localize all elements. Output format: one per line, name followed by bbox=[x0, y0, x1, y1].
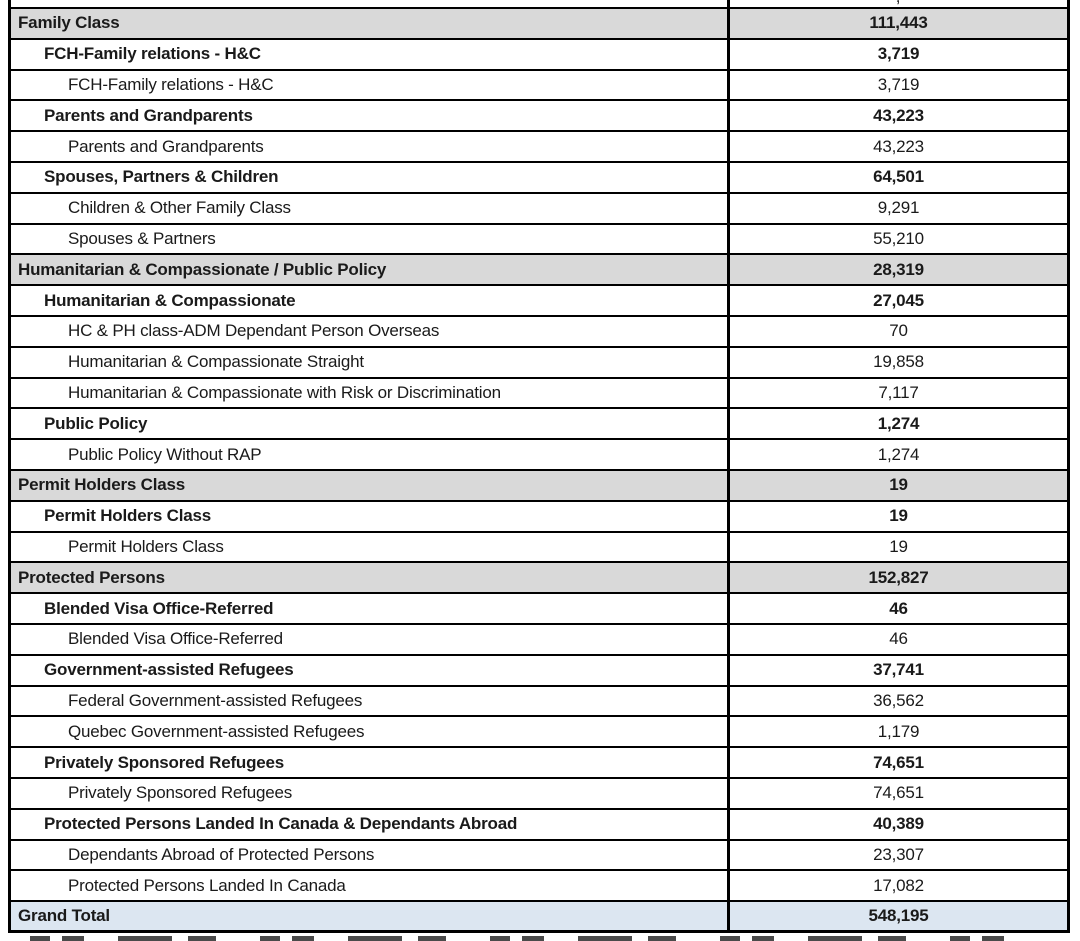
table-row: Spouses, Partners & Children 64,501 bbox=[11, 162, 1067, 194]
table-row: Privately Sponsored Refugees 74,651 bbox=[11, 748, 1067, 779]
category-cell: Permit Holders Class bbox=[68, 536, 224, 556]
category-cell: FCH-Family relations - H&C bbox=[44, 44, 261, 64]
table-row: Children & Other Family Class 9,291 bbox=[11, 193, 1067, 225]
clipped-category-cell bbox=[11, 0, 727, 7]
count-cell: 1,179 bbox=[727, 717, 1067, 747]
category-cell: Protected Persons bbox=[18, 567, 165, 587]
table-row: Public Policy Without RAP 1,274 bbox=[11, 440, 1067, 471]
table-row: Quebec Government-assisted Refugees 1,179 bbox=[11, 717, 1067, 749]
table-row: Permit Holders Class 19 bbox=[11, 501, 1067, 533]
category-cell: Protected Persons Landed In Canada bbox=[68, 875, 346, 895]
category-cell: Privately Sponsored Refugees bbox=[68, 783, 293, 803]
category-cell: Public Policy bbox=[44, 413, 148, 433]
count-cell: 37,741 bbox=[727, 655, 1067, 685]
count-cell: 111,443 bbox=[727, 9, 1067, 38]
count-cell: 70 bbox=[727, 316, 1067, 346]
category-cell: Children & Other Family Class bbox=[68, 198, 291, 218]
count-cell: 19 bbox=[727, 532, 1067, 562]
category-cell: Family Class bbox=[18, 13, 120, 33]
table-row: Blended Visa Office-Referred 46 bbox=[11, 594, 1067, 625]
count-cell: 152,827 bbox=[727, 563, 1067, 593]
count-cell: 74,651 bbox=[727, 748, 1067, 777]
category-cell: Humanitarian & Compassionate Straight bbox=[68, 352, 364, 372]
category-cell: Permit Holders Class bbox=[44, 506, 212, 526]
category-cell: Humanitarian & Compassionate / Public Po… bbox=[18, 259, 387, 279]
table-row: Humanitarian & Compassionate 27,045 bbox=[11, 286, 1067, 317]
table-row: Blended Visa Office-Referred 46 bbox=[11, 624, 1067, 656]
clipped-top-row: , bbox=[11, 0, 1067, 9]
category-table-body: Family Class 111,443 FCH-Family relations … bbox=[11, 9, 1067, 933]
category-cell: Protected Persons Landed In Canada & Dep… bbox=[44, 814, 518, 834]
table-row: FCH-Family relations - H&C 3,719 bbox=[11, 39, 1067, 71]
table-row: Federal Government-assisted Refugees 36,5… bbox=[11, 686, 1067, 718]
category-cell: Blended Visa Office-Referred bbox=[68, 629, 283, 649]
table-row: Permit Holders Class 19 bbox=[11, 532, 1067, 564]
table-row: Public Policy 1,274 bbox=[11, 409, 1067, 441]
count-cell: 46 bbox=[727, 624, 1067, 654]
category-cell: Blended Visa Office-Referred bbox=[44, 598, 274, 618]
count-cell: 43,223 bbox=[727, 101, 1067, 131]
count-cell: 40,389 bbox=[727, 809, 1067, 839]
category-cell: Dependants Abroad of Protected Persons bbox=[68, 844, 375, 864]
table-row: Government-assisted Refugees 37,741 bbox=[11, 655, 1067, 687]
count-cell: 46 bbox=[727, 594, 1067, 623]
count-cell: 27,045 bbox=[727, 286, 1067, 315]
category-cell: Spouses & Partners bbox=[68, 228, 216, 248]
table-row: Permit Holders Class 19 bbox=[11, 470, 1067, 502]
category-cell: Permit Holders Class bbox=[18, 475, 186, 495]
count-cell: 9,291 bbox=[727, 193, 1067, 223]
table-row: Protected Persons Landed In Canada 17,082 bbox=[11, 871, 1067, 903]
category-cell: FCH-Family relations - H&C bbox=[68, 74, 274, 94]
category-cell: Spouses, Partners & Children bbox=[44, 167, 279, 187]
count-cell: 1,274 bbox=[727, 440, 1067, 469]
count-cell: 7,117 bbox=[727, 378, 1067, 408]
table-row: Humanitarian & Compassionate Straight 19,… bbox=[11, 347, 1067, 379]
clipped-number-fragment: , bbox=[896, 0, 901, 7]
table-row: Protected Persons Landed In Canada & Dep… bbox=[11, 809, 1067, 841]
table-row: Protected Persons 152,827 bbox=[11, 563, 1067, 595]
count-cell: 23,307 bbox=[727, 840, 1067, 870]
count-cell: 548,195 bbox=[727, 902, 1067, 930]
count-cell: 1,274 bbox=[727, 409, 1067, 439]
clipped-footnote-text bbox=[30, 936, 1010, 941]
table-row: Humanitarian & Compassionate with Risk o… bbox=[11, 378, 1067, 410]
table-row: Parents and Grandparents 43,223 bbox=[11, 132, 1067, 163]
category-cell: Federal Government-assisted Refugees bbox=[68, 690, 363, 710]
category-cell: Government-assisted Refugees bbox=[44, 660, 294, 680]
count-cell: 64,501 bbox=[727, 162, 1067, 192]
count-cell: 19,858 bbox=[727, 347, 1067, 377]
category-cell: Parents and Grandparents bbox=[68, 136, 264, 156]
table-row: HC & PH class-ADM Dependant Person Overs… bbox=[11, 316, 1067, 348]
count-cell: 74,651 bbox=[727, 778, 1067, 808]
clipped-count-cell: , bbox=[727, 0, 1067, 7]
table-row: Humanitarian & Compassionate / Public Po… bbox=[11, 255, 1067, 287]
category-cell: Quebec Government-assisted Refugees bbox=[68, 721, 365, 741]
table-row: Parents and Grandparents 43,223 bbox=[11, 101, 1067, 133]
table-row: Spouses & Partners 55,210 bbox=[11, 224, 1067, 256]
table-row: Privately Sponsored Refugees 74,651 bbox=[11, 778, 1067, 810]
count-cell: 19 bbox=[727, 470, 1067, 500]
count-cell: 17,082 bbox=[727, 871, 1067, 901]
count-cell: 55,210 bbox=[727, 224, 1067, 254]
table-row: FCH-Family relations - H&C 3,719 bbox=[11, 70, 1067, 102]
category-cell: Parents and Grandparents bbox=[44, 105, 253, 125]
count-cell: 3,719 bbox=[727, 70, 1067, 100]
category-cell: Privately Sponsored Refugees bbox=[44, 752, 285, 772]
count-cell: 19 bbox=[727, 501, 1067, 531]
category-cell: Public Policy Without RAP bbox=[68, 444, 262, 464]
table-row: Grand Total 548,195 bbox=[11, 902, 1067, 933]
table-row: Dependants Abroad of Protected Persons 23… bbox=[11, 840, 1067, 872]
count-cell: 3,719 bbox=[727, 39, 1067, 69]
category-cell: Grand Total bbox=[18, 906, 110, 925]
category-cell: HC & PH class-ADM Dependant Person Overs… bbox=[68, 321, 440, 341]
table-row: Family Class 111,443 bbox=[11, 9, 1067, 40]
count-cell: 36,562 bbox=[727, 686, 1067, 716]
count-cell: 28,319 bbox=[727, 255, 1067, 285]
count-cell: 43,223 bbox=[727, 132, 1067, 161]
category-cell: Humanitarian & Compassionate bbox=[44, 290, 296, 310]
category-cell: Humanitarian & Compassionate with Risk o… bbox=[68, 382, 501, 402]
